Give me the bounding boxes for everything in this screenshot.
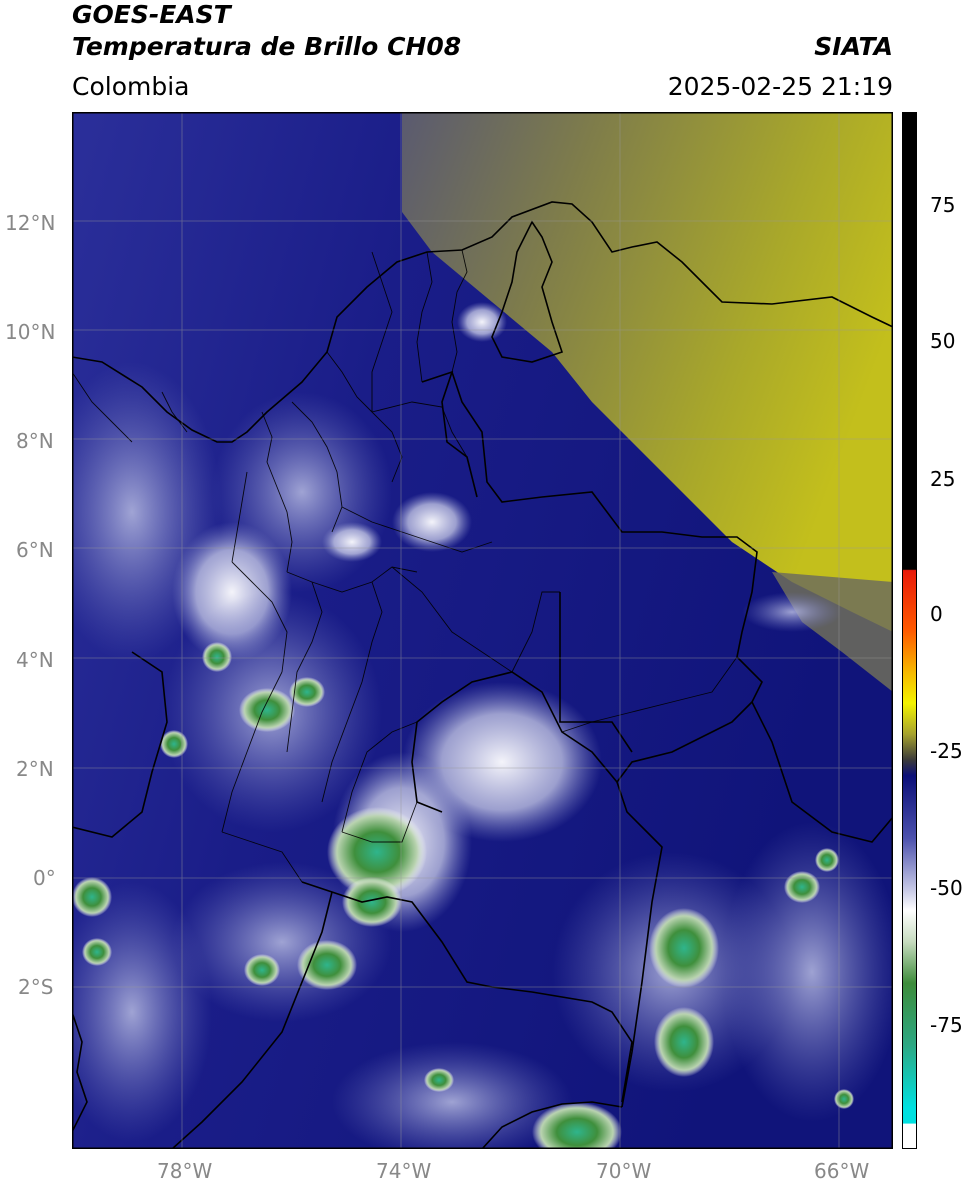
- cold-cloud-top: [654, 1007, 714, 1077]
- title-product: Temperatura de Brillo CH08: [72, 32, 462, 61]
- lat-tick-label: 12°N: [5, 211, 56, 235]
- cloud-region: [322, 522, 382, 562]
- cold-cloud-top: [342, 877, 402, 927]
- cold-cloud-top: [202, 642, 232, 672]
- cloud-region: [722, 822, 893, 1122]
- cold-cloud-top: [297, 940, 357, 990]
- colorbar-tick-label: 0: [930, 602, 943, 626]
- cold-cloud-top: [424, 1068, 454, 1092]
- cold-cloud-top: [239, 688, 295, 732]
- colorbar: [902, 112, 917, 1149]
- map-border: [72, 112, 893, 1149]
- lat-tick-label: 4°N: [16, 648, 54, 672]
- lat-tick-label: 0°: [33, 866, 56, 890]
- lat-tick-label: 6°N: [16, 538, 54, 562]
- cold-cloud-top: [834, 1089, 854, 1109]
- cold-cloud-top: [160, 730, 188, 758]
- lat-tick-label: 8°N: [16, 429, 54, 453]
- colorbar-tick-label: -25: [930, 739, 963, 763]
- colorbar-tick-label: 50: [930, 329, 956, 353]
- lat-tick-label: 2°N: [16, 757, 54, 781]
- cold-cloud-top: [815, 848, 839, 872]
- cold-cloud-top: [82, 938, 112, 966]
- lat-tick-label: 10°N: [5, 320, 56, 344]
- colorbar-tick-label: 25: [930, 467, 956, 491]
- cold-cloud-top: [784, 871, 820, 903]
- colorbar-tick-label: 75: [930, 193, 956, 217]
- department-borders: [72, 249, 738, 883]
- colorbar-tick-label: -50: [930, 876, 963, 900]
- cold-cloud-top: [327, 807, 427, 897]
- colorbar-tick-label: -75: [930, 1013, 963, 1037]
- lon-tick-label: 78°W: [157, 1159, 213, 1183]
- lat-tick-label: 2°S: [18, 975, 54, 999]
- cold-cloud-top: [72, 877, 112, 917]
- cold-cloud-top: [244, 954, 280, 986]
- cloud-region: [392, 492, 472, 552]
- lon-tick-label: 66°W: [814, 1159, 870, 1183]
- subtitle-datetime: 2025-02-25 21:19: [667, 72, 893, 101]
- title-source: SIATA: [814, 32, 893, 61]
- olive-dry-region: [402, 112, 893, 632]
- gridlines: [72, 112, 893, 1149]
- cloud-region: [457, 302, 507, 342]
- cold-cloud-top: [532, 1102, 622, 1149]
- subtitle-region: Colombia: [72, 72, 190, 101]
- cold-cloud-top: [289, 677, 325, 707]
- cloud-region: [742, 592, 842, 632]
- lon-tick-label: 74°W: [376, 1159, 432, 1183]
- cold-cloud-top: [649, 908, 719, 988]
- lon-tick-label: 70°W: [596, 1159, 652, 1183]
- satellite-map: [72, 112, 893, 1149]
- title-satellite: GOES-EAST: [72, 0, 231, 29]
